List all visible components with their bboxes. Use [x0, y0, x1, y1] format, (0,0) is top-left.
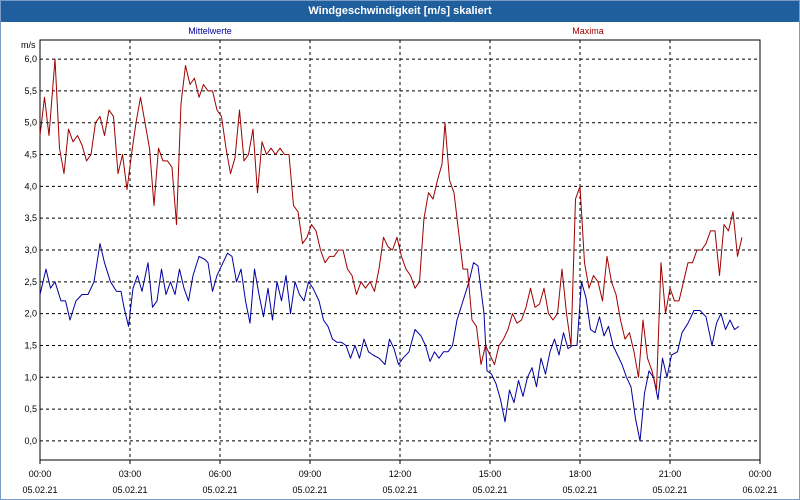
- y-tick-label: 3,5: [24, 213, 37, 223]
- x-tick-time: 00:00: [749, 469, 772, 479]
- x-tick-time: 21:00: [659, 469, 682, 479]
- y-tick-label: 4,5: [24, 150, 37, 160]
- x-tick-time: 06:00: [209, 469, 232, 479]
- x-tick-date: 05.02.21: [202, 485, 237, 495]
- y-tick-label: 1,5: [24, 340, 37, 350]
- y-tick-label: 4,0: [24, 181, 37, 191]
- x-tick-time: 12:00: [389, 469, 412, 479]
- x-tick-time: 15:00: [479, 469, 502, 479]
- x-tick-date: 05.02.21: [472, 485, 507, 495]
- x-tick-date: 06.02.21: [742, 485, 777, 495]
- x-axis: 00:00 05.02.21 03:00 05.02.21 06:00 05.02.21 0…: [22, 460, 778, 495]
- y-tick-label: 2,0: [24, 309, 37, 319]
- series-lines: [39, 58, 743, 442]
- x-tick-date: 05.02.21: [292, 485, 327, 495]
- y-tick-label: 2,5: [24, 277, 37, 287]
- y-tick-label: 3,0: [24, 245, 37, 255]
- y-tick-label: 6,0: [24, 54, 37, 64]
- legend: Mittelwerte Maxima: [188, 26, 604, 36]
- window-title: Windgeschwindigkeit [m/s] skaliert: [1, 1, 799, 22]
- series-line-mittelwerte: [39, 243, 740, 442]
- x-tick-time: 09:00: [299, 469, 322, 479]
- legend-maxima: Maxima: [572, 26, 604, 36]
- series-line-maxima: [39, 58, 743, 391]
- legend-mittelwerte: Mittelwerte: [188, 26, 232, 36]
- x-tick-time: 03:00: [119, 469, 142, 479]
- x-tick-date: 05.02.21: [652, 485, 687, 495]
- y-axis: m/s 6,0 5,5 5,0 4,5 4,0 3,5 3,0 2,5 2,0 1,5 1,0 0,5…: [21, 40, 37, 446]
- grid-lines: [40, 40, 760, 460]
- x-tick-date: 05.02.21: [22, 485, 57, 495]
- y-axis-unit: m/s: [21, 40, 36, 50]
- y-tick-label: 5,5: [24, 86, 37, 96]
- x-tick-date: 05.02.21: [382, 485, 417, 495]
- x-tick-time: 18:00: [569, 469, 592, 479]
- x-tick-date: 05.02.21: [112, 485, 147, 495]
- y-tick-label: 5,0: [24, 118, 37, 128]
- y-tick-label: 0,5: [24, 404, 37, 414]
- y-tick-label: 1,0: [24, 372, 37, 382]
- x-tick-date: 05.02.21: [562, 485, 597, 495]
- y-tick-label: 0,0: [24, 436, 37, 446]
- x-tick-time: 00:00: [29, 469, 52, 479]
